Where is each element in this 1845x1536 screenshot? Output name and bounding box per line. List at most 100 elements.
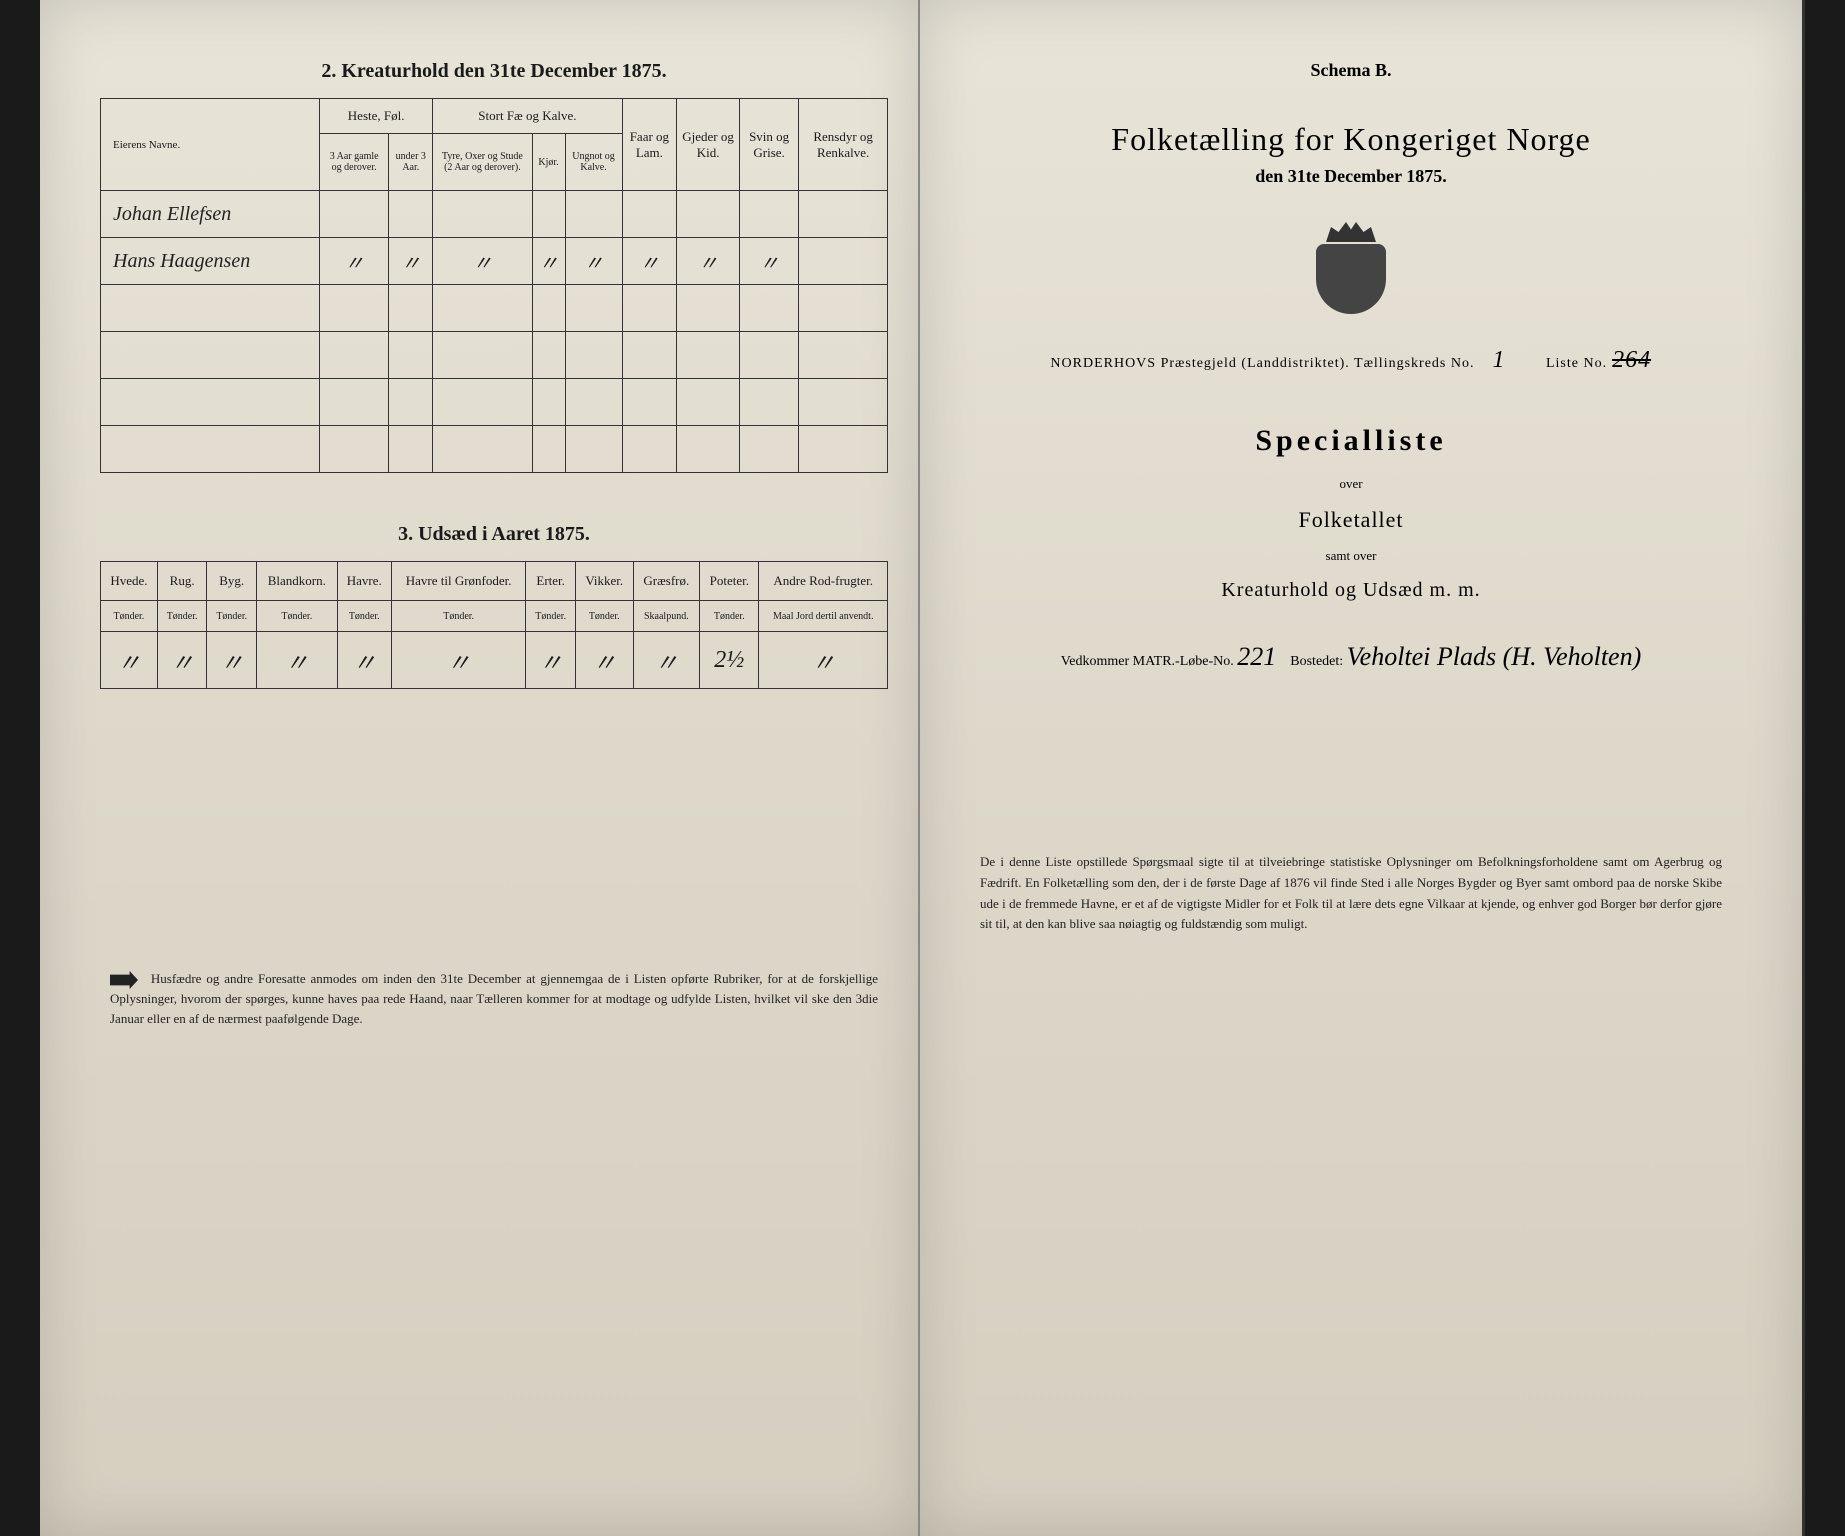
left-footnote: Husfædre og andre Foresatte anmodes om i… bbox=[100, 969, 888, 1028]
cell bbox=[389, 191, 433, 238]
sub-header: Tønder. bbox=[337, 601, 391, 632]
folketallet-label: Folketallet bbox=[960, 507, 1742, 533]
cell: 〃 bbox=[759, 632, 888, 689]
table-udsaed: Hvede. Rug. Byg. Blandkorn. Havre. Havre… bbox=[100, 561, 888, 689]
cell: 〃 bbox=[565, 238, 622, 285]
sub-header: Tønder. bbox=[391, 601, 525, 632]
matr-no: 221 bbox=[1237, 642, 1276, 672]
sub-header: Tønder. bbox=[526, 601, 576, 632]
liste-no: 264 bbox=[1612, 347, 1652, 374]
bostedet-label: Bostedet: bbox=[1290, 654, 1343, 669]
right-footnote: De i denne Liste opstillede Spørgsmaal s… bbox=[960, 852, 1742, 935]
shield-icon bbox=[1316, 244, 1386, 314]
group-faar: Faar og Lam. bbox=[622, 99, 677, 191]
sub-header: Skaalpund. bbox=[633, 601, 700, 632]
sub-fae-3: Ungnot og Kalve. bbox=[565, 134, 622, 191]
cell: 〃 bbox=[101, 632, 158, 689]
cell bbox=[677, 191, 740, 238]
sub-header: Maal Jord dertil anvendt. bbox=[759, 601, 888, 632]
cell bbox=[433, 191, 532, 238]
col-header: Andre Rod-frugter. bbox=[759, 562, 888, 601]
cell: 〃 bbox=[257, 632, 338, 689]
district-line: NORDERHOVS Præstegjeld (Landdistriktet).… bbox=[960, 347, 1742, 374]
schema-label: Schema B. bbox=[960, 60, 1742, 81]
cell: 〃 bbox=[739, 238, 798, 285]
over-label: over bbox=[960, 476, 1742, 492]
sub-heste-2: under 3 Aar. bbox=[389, 134, 433, 191]
cell: 〃 bbox=[337, 632, 391, 689]
table-row: Hans Haagensen 〃 〃 〃 〃 〃 〃 〃 〃 bbox=[101, 238, 888, 285]
sub-header: Tønder. bbox=[575, 601, 633, 632]
cell: 〃 bbox=[391, 632, 525, 689]
sub-header: Tønder. bbox=[101, 601, 158, 632]
sub-header: Tønder. bbox=[207, 601, 257, 632]
col-header: Byg. bbox=[207, 562, 257, 601]
table-row bbox=[101, 332, 888, 379]
col-header: Poteter. bbox=[700, 562, 759, 601]
footnote-text: Husfædre og andre Foresatte anmodes om i… bbox=[110, 971, 878, 1026]
sub-header: Tønder. bbox=[157, 601, 207, 632]
col-name-header: Eierens Navne. bbox=[101, 99, 320, 191]
cell: 2½ bbox=[700, 632, 759, 689]
kreatur-label: Kreaturhold og Udsæd m. m. bbox=[960, 579, 1742, 602]
col-header: Græsfrø. bbox=[633, 562, 700, 601]
crown-icon bbox=[1326, 217, 1376, 242]
date-line: den 31te December 1875. bbox=[960, 166, 1742, 187]
col-header: Vikker. bbox=[575, 562, 633, 601]
specialliste-title: Specialliste bbox=[960, 424, 1742, 458]
section3-title: 3. Udsæd i Aaret 1875. bbox=[100, 523, 888, 546]
vedkommer-line: Vedkommer MATR.-Løbe-No. 221 Bostedet: V… bbox=[960, 642, 1742, 672]
group-rensdyr: Rensdyr og Renkalve. bbox=[799, 99, 888, 191]
owner-name: Hans Haagensen bbox=[101, 238, 320, 285]
cell: 〃 bbox=[526, 632, 576, 689]
group-gjeder: Gjeder og Kid. bbox=[677, 99, 740, 191]
owner-name: Johan Ellefsen bbox=[101, 191, 320, 238]
group-stortfae: Stort Fæ og Kalve. bbox=[433, 99, 622, 134]
kreds-no: 1 bbox=[1479, 347, 1519, 374]
cell: 〃 bbox=[157, 632, 207, 689]
cell bbox=[622, 191, 677, 238]
col-header: Hvede. bbox=[101, 562, 158, 601]
left-page: 2. Kreaturhold den 31te December 1875. E… bbox=[40, 0, 920, 1536]
col-header: Blandkorn. bbox=[257, 562, 338, 601]
district-prefix: NORDERHOVS Præstegjeld (Landdistriktet).… bbox=[1050, 356, 1474, 371]
cell: 〃 bbox=[677, 238, 740, 285]
section2-title: 2. Kreaturhold den 31te December 1875. bbox=[100, 60, 888, 83]
sub-heste-1: 3 Aar gamle og derover. bbox=[320, 134, 389, 191]
table-row bbox=[101, 426, 888, 473]
cell: 〃 bbox=[622, 238, 677, 285]
group-svin: Svin og Grise. bbox=[739, 99, 798, 191]
vedkommer-prefix: Vedkommer MATR.-Løbe-No. bbox=[1061, 654, 1234, 669]
table-row: Johan Ellefsen bbox=[101, 191, 888, 238]
coat-of-arms-icon bbox=[1306, 217, 1396, 317]
cell bbox=[739, 191, 798, 238]
cell bbox=[320, 191, 389, 238]
sub-header: Tønder. bbox=[257, 601, 338, 632]
col-header: Havre. bbox=[337, 562, 391, 601]
cell bbox=[565, 191, 622, 238]
pointer-icon bbox=[110, 971, 138, 989]
cell: 〃 bbox=[433, 238, 532, 285]
table-kreaturhold: Eierens Navne. Heste, Føl. Stort Fæ og K… bbox=[100, 98, 888, 473]
table-row bbox=[101, 379, 888, 426]
col-header: Rug. bbox=[157, 562, 207, 601]
col-header: Havre til Grønfoder. bbox=[391, 562, 525, 601]
cell bbox=[799, 191, 888, 238]
sub-fae-2: Kjør. bbox=[532, 134, 565, 191]
cell: 〃 bbox=[633, 632, 700, 689]
cell: 〃 bbox=[575, 632, 633, 689]
right-page: Schema B. Folketælling for Kongeriget No… bbox=[920, 0, 1805, 1536]
sub-header: Tønder. bbox=[700, 601, 759, 632]
main-title: Folketælling for Kongeriget Norge bbox=[960, 121, 1742, 158]
col-header: Erter. bbox=[526, 562, 576, 601]
cell: 〃 bbox=[389, 238, 433, 285]
cell bbox=[799, 238, 888, 285]
table-row: 〃 〃 〃 〃 〃 〃 〃 〃 〃 2½ 〃 bbox=[101, 632, 888, 689]
bostedet-value: Veholtei Plads (H. Veholten) bbox=[1347, 642, 1642, 672]
cell: 〃 bbox=[320, 238, 389, 285]
sub-fae-1: Tyre, Oxer og Stude (2 Aar og derover). bbox=[433, 134, 532, 191]
cell bbox=[532, 191, 565, 238]
samt-over-label: samt over bbox=[960, 548, 1742, 564]
cell: 〃 bbox=[207, 632, 257, 689]
liste-label: Liste No. bbox=[1546, 356, 1607, 371]
